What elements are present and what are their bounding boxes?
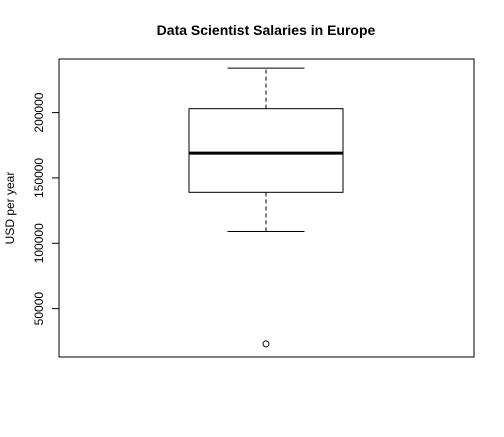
chart-title: Data Scientist Salaries in Europe xyxy=(157,22,376,38)
y-axis: 50000 100000 150000 200000 xyxy=(32,92,60,326)
y-tick-label: 200000 xyxy=(32,92,46,132)
interquartile-box xyxy=(188,108,344,193)
y-axis-label: USD per year xyxy=(3,172,17,245)
y-tick-label: 100000 xyxy=(32,223,46,263)
boxplot-group xyxy=(188,67,344,348)
y-tick-label: 50000 xyxy=(32,292,46,326)
outlier-point xyxy=(262,340,270,348)
y-tick-label: 150000 xyxy=(32,158,46,198)
